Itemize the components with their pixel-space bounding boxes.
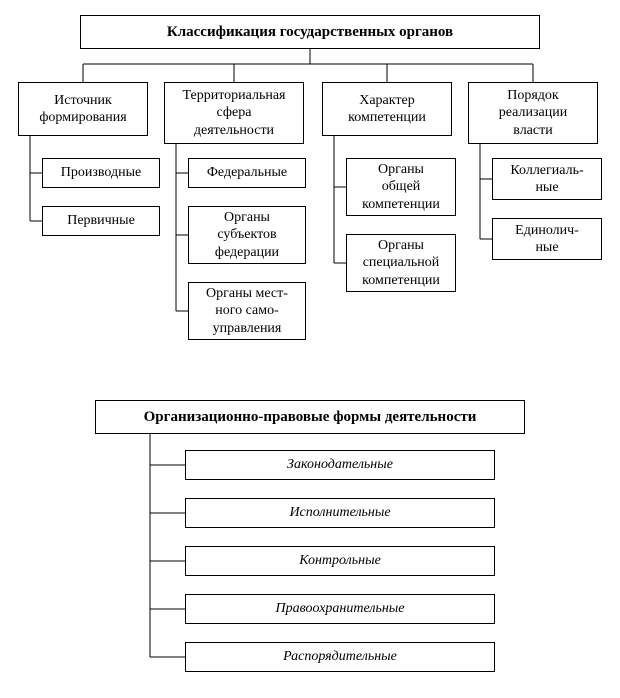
d1-item-1-1: Органысубъектовфедерации	[188, 206, 306, 264]
d1-item-1-2: Органы мест-ного само-управления	[188, 282, 306, 340]
d2-item-3: Правоохранительные	[185, 594, 495, 624]
d1-item-0-0: Производные	[42, 158, 160, 188]
d1-item-3-0: Коллегиаль-ные	[492, 158, 602, 200]
d2-item-4: Распорядительные	[185, 642, 495, 672]
d2-item-0: Законодательные	[185, 450, 495, 480]
d1-item-2-0: Органыобщейкомпетенции	[346, 158, 456, 216]
d2-item-1: Исполнительные	[185, 498, 495, 528]
d1-category-1: Территориальнаясферадеятельности	[164, 82, 304, 144]
d1-item-1-0: Федеральные	[188, 158, 306, 188]
d1-category-2: Характеркомпетенции	[322, 82, 452, 136]
d1-item-3-1: Единолич-ные	[492, 218, 602, 260]
d1-category-3: Порядокреализациивласти	[468, 82, 598, 144]
d1-item-0-1: Первичные	[42, 206, 160, 236]
d1-category-0: Источникформирования	[18, 82, 148, 136]
d2-title: Организационно-правовые формы деятельнос…	[95, 400, 525, 434]
d2-item-2: Контрольные	[185, 546, 495, 576]
d1-item-2-1: Органыспециальнойкомпетенции	[346, 234, 456, 292]
d1-title: Классификация государственных органов	[80, 15, 540, 49]
